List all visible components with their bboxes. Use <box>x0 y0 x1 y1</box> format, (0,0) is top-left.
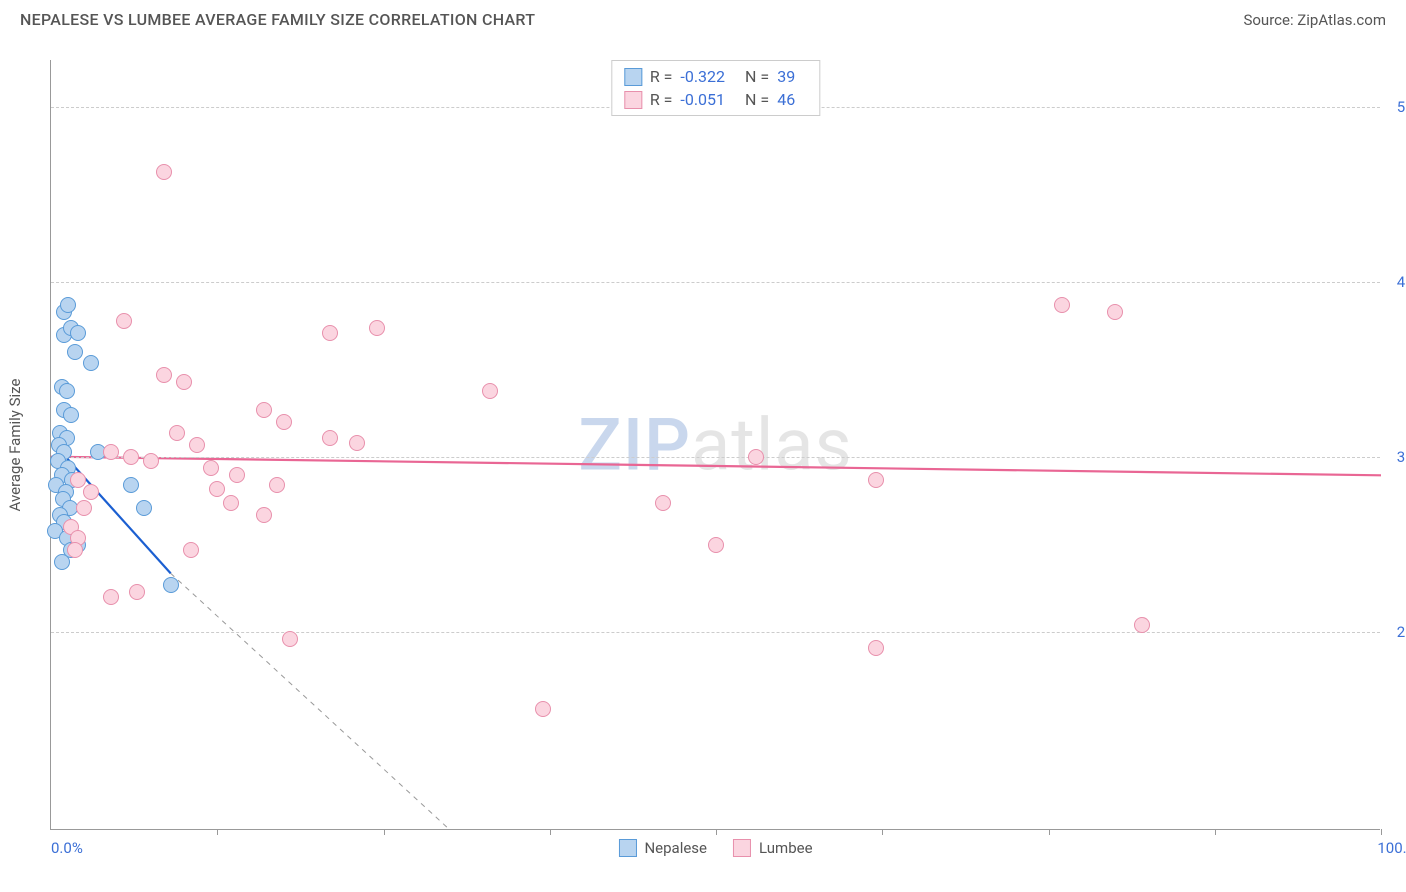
scatter-point <box>748 449 764 465</box>
scatter-point <box>143 453 159 469</box>
r-value-lumbee: -0.051 <box>680 90 725 109</box>
scatter-point <box>83 484 99 500</box>
correlation-legend-row-nepalese: R = -0.322 N = 39 <box>624 65 807 88</box>
scatter-point <box>103 589 119 605</box>
scatter-point <box>708 537 724 553</box>
scatter-point <box>322 430 338 446</box>
watermark-atlas: atlas <box>691 402 853 487</box>
x-tick <box>1215 829 1216 835</box>
scatter-point <box>116 313 132 329</box>
correlation-legend: R = -0.322 N = 39 R = -0.051 N = 46 <box>611 60 820 116</box>
x-tick <box>550 829 551 835</box>
gridline-h <box>51 632 1380 633</box>
scatter-point <box>256 507 272 523</box>
scatter-point <box>169 425 185 441</box>
series-legend: Nepalese Lumbee <box>618 839 812 857</box>
scatter-point <box>156 164 172 180</box>
scatter-point <box>60 297 76 313</box>
scatter-point <box>183 542 199 558</box>
legend-item-nepalese: Nepalese <box>618 839 707 857</box>
x-tick <box>384 829 385 835</box>
header: NEPALESE VS LUMBEE AVERAGE FAMILY SIZE C… <box>0 0 1406 35</box>
y-tick-label: 4.25 <box>1397 273 1406 291</box>
scatter-point <box>123 449 139 465</box>
scatter-point <box>59 383 75 399</box>
scatter-point <box>103 444 119 460</box>
scatter-point <box>63 407 79 423</box>
y-tick-label: 5.00 <box>1397 98 1406 116</box>
x-tick <box>716 829 717 835</box>
source-attribution: Source: ZipAtlas.com <box>1243 11 1386 29</box>
scatter-point <box>123 477 139 493</box>
scatter-point <box>655 495 671 511</box>
n-label: N = <box>745 67 769 86</box>
regression-line-extrapolated <box>171 573 450 830</box>
chart-title: NEPALESE VS LUMBEE AVERAGE FAMILY SIZE C… <box>20 10 535 29</box>
scatter-point <box>868 472 884 488</box>
scatter-point <box>535 701 551 717</box>
n-label: N = <box>745 90 769 109</box>
legend-swatch-lumbee <box>733 839 751 857</box>
legend-label-lumbee: Lumbee <box>759 839 813 857</box>
scatter-point <box>322 325 338 341</box>
swatch-lumbee <box>624 91 642 109</box>
r-label: R = <box>650 67 673 86</box>
scatter-point <box>276 414 292 430</box>
x-axis-min-label: 0.0% <box>51 839 83 857</box>
legend-swatch-nepalese <box>618 839 636 857</box>
scatter-point <box>70 325 86 341</box>
swatch-nepalese <box>624 68 642 86</box>
gridline-h <box>51 457 1380 458</box>
scatter-point <box>369 320 385 336</box>
scatter-point <box>868 640 884 656</box>
scatter-point <box>1107 304 1123 320</box>
scatter-point <box>203 460 219 476</box>
x-tick <box>882 829 883 835</box>
watermark-zip: ZIP <box>578 402 691 487</box>
scatter-point <box>156 367 172 383</box>
scatter-point <box>269 477 285 493</box>
x-tick <box>217 829 218 835</box>
scatter-point <box>176 374 192 390</box>
x-tick <box>1049 829 1050 835</box>
scatter-point <box>482 383 498 399</box>
chart-plot-area: Average Family Size ZIPatlas R = -0.322 … <box>50 60 1380 830</box>
watermark: ZIPatlas <box>578 402 852 487</box>
scatter-point <box>282 631 298 647</box>
n-value-nepalese: 39 <box>777 67 795 86</box>
scatter-point <box>1134 617 1150 633</box>
scatter-point <box>83 355 99 371</box>
gridline-h <box>51 282 1380 283</box>
y-tick-label: 3.50 <box>1397 448 1406 466</box>
y-tick-label: 2.75 <box>1397 623 1406 641</box>
legend-item-lumbee: Lumbee <box>733 839 813 857</box>
r-value-nepalese: -0.322 <box>680 67 725 86</box>
scatter-point <box>223 495 239 511</box>
correlation-legend-row-lumbee: R = -0.051 N = 46 <box>624 88 807 111</box>
scatter-point <box>349 435 365 451</box>
legend-label-nepalese: Nepalese <box>644 839 707 857</box>
regression-lines-layer <box>51 60 1380 829</box>
regression-line <box>51 457 1381 476</box>
scatter-point <box>76 500 92 516</box>
scatter-point <box>129 584 145 600</box>
scatter-point <box>136 500 152 516</box>
scatter-point <box>229 467 245 483</box>
scatter-point <box>256 402 272 418</box>
scatter-point <box>54 554 70 570</box>
scatter-point <box>189 437 205 453</box>
n-value-lumbee: 46 <box>777 90 795 109</box>
x-axis-max-label: 100.0% <box>1377 839 1406 857</box>
scatter-point <box>70 472 86 488</box>
scatter-point <box>209 481 225 497</box>
scatter-point <box>1054 297 1070 313</box>
scatter-point <box>163 577 179 593</box>
r-label: R = <box>650 90 673 109</box>
y-axis-title: Average Family Size <box>6 378 24 511</box>
scatter-point <box>67 542 83 558</box>
x-tick <box>1381 829 1382 835</box>
scatter-point <box>67 344 83 360</box>
